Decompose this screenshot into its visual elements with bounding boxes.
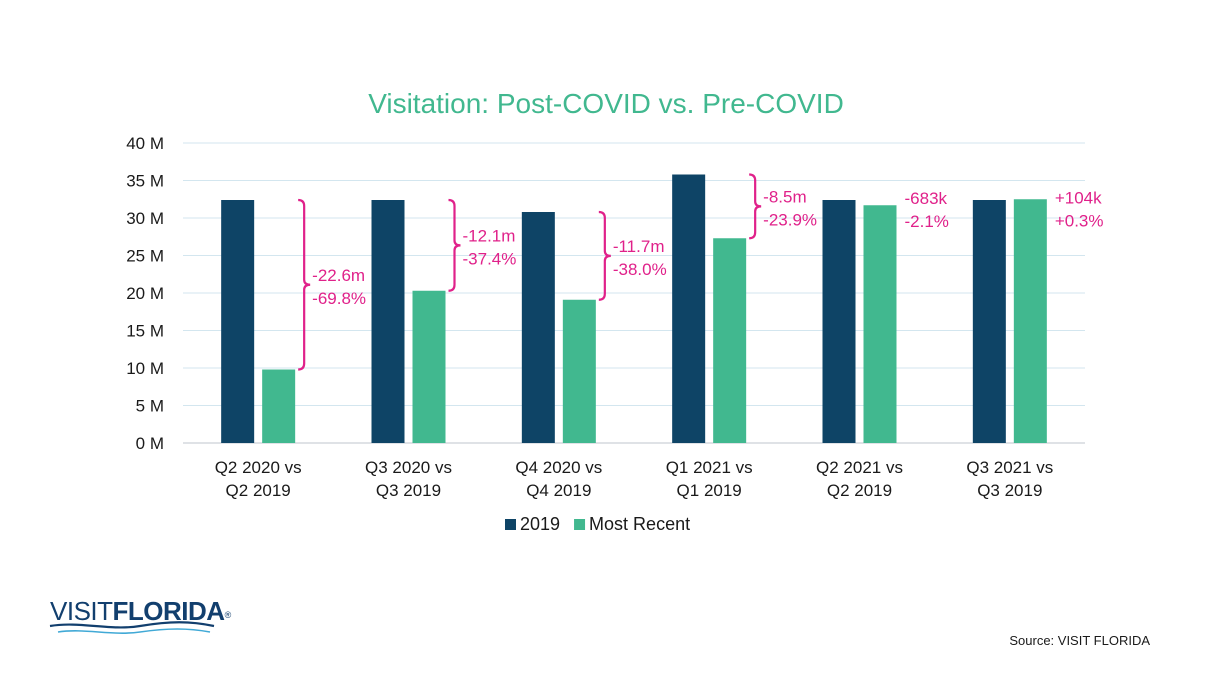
x-category-label: Q2 2021 vs: [816, 458, 903, 477]
y-tick-label: 25 M: [126, 247, 164, 266]
grid-layer: [183, 142, 1085, 444]
x-category-label: Q4 2020 vs: [515, 458, 602, 477]
bar-most-recent: [412, 290, 446, 443]
logo-text-florida: FLORIDA: [113, 596, 226, 626]
bar-layer: [221, 174, 1047, 443]
x-category-label: Q3 2019: [376, 481, 441, 500]
logo-text-visit: VISIT: [50, 596, 113, 626]
bar-2019: [371, 200, 405, 443]
x-category-label: Q3 2020 vs: [365, 458, 452, 477]
svg-text:VISITFLORIDA®: VISITFLORIDA®: [50, 596, 232, 626]
bar-2019: [672, 174, 706, 443]
x-category-label: Q2 2019: [827, 481, 892, 500]
visit-florida-logo: VISITFLORIDA®: [49, 596, 232, 634]
bar-2019: [221, 200, 255, 443]
x-category-label: Q1 2019: [677, 481, 742, 500]
source-note: Source: VISIT FLORIDA: [1009, 633, 1150, 648]
legend-swatch: [574, 519, 586, 530]
y-tick-label: 5 M: [136, 397, 164, 416]
y-tick-label: 15 M: [126, 322, 164, 341]
difference-label: -12.1m: [463, 226, 516, 245]
bar-most-recent: [562, 299, 596, 443]
difference-label: -2.1%: [905, 212, 949, 231]
y-tick-label: 20 M: [126, 284, 164, 303]
difference-label: -683k: [905, 189, 948, 208]
x-category-label: Q2 2020 vs: [215, 458, 302, 477]
x-category-label: Q3 2021 vs: [966, 458, 1053, 477]
y-tick-label: 35 M: [126, 172, 164, 191]
x-axis-categories: Q2 2020 vs Q2 2019 Q3 2020 vs Q3 2019 Q4 202…: [215, 458, 1054, 500]
difference-label: -37.4%: [463, 249, 517, 268]
y-axis-ticks: 0 M 5 M 10 M 15 M 20 M 25 M 30 M 35 M 40 M: [126, 134, 164, 453]
bar-2019: [822, 200, 856, 443]
x-category-label: Q2 2019: [226, 481, 291, 500]
difference-label: -38.0%: [613, 260, 667, 279]
x-category-label: Q1 2021 vs: [666, 458, 753, 477]
bar-most-recent: [713, 238, 747, 443]
difference-label: -22.6m: [312, 266, 365, 285]
bar-2019: [972, 200, 1006, 443]
difference-bracket: [749, 173, 762, 240]
difference-label: -69.8%: [312, 289, 366, 308]
y-tick-label: 0 M: [136, 434, 164, 453]
bar-most-recent: [1013, 199, 1047, 443]
difference-label: -23.9%: [763, 210, 817, 229]
legend-label: Most Recent: [589, 514, 690, 534]
difference-label: +104k: [1055, 188, 1102, 207]
legend: 2019 Most Recent: [505, 514, 690, 534]
chart-title: Visitation: Post-COVID vs. Pre-COVID: [368, 88, 844, 119]
y-tick-label: 30 M: [126, 209, 164, 228]
legend-label: 2019: [520, 514, 560, 534]
difference-bracket: [448, 198, 461, 292]
difference-label: -8.5m: [763, 187, 806, 206]
bar-most-recent: [863, 205, 897, 443]
difference-label: -11.7m: [613, 237, 665, 256]
logo-wave-top: [49, 621, 215, 629]
difference-bracket: [598, 210, 611, 301]
difference-bracket: [298, 198, 311, 371]
annotation-layer: -22.6m -69.8% -12.1m -37.4% -11.7m -38.0% -8.5…: [298, 173, 1104, 371]
legend-swatch: [505, 519, 516, 530]
x-category-label: Q3 2019: [977, 481, 1042, 500]
logo-wave-bottom: [57, 628, 211, 634]
y-tick-label: 40 M: [126, 134, 164, 153]
x-category-label: Q4 2019: [526, 481, 591, 500]
difference-label: +0.3%: [1055, 211, 1104, 230]
y-tick-label: 10 M: [126, 359, 164, 378]
bar-most-recent: [262, 369, 296, 443]
logo-registered-mark: ®: [225, 610, 232, 620]
bar-2019: [521, 212, 555, 443]
